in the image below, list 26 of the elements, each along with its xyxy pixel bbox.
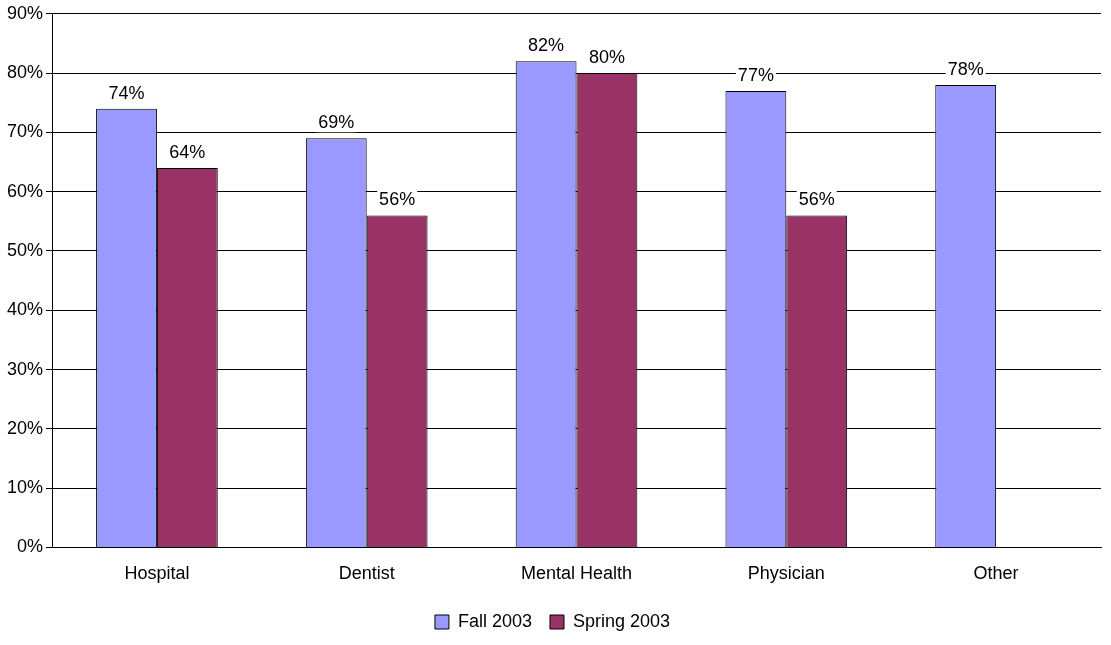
y-tick-label: 70%	[7, 121, 44, 142]
y-tick-label: 20%	[7, 417, 44, 438]
legend-label: Fall 2003	[457, 610, 532, 631]
y-tick-label: 30%	[7, 358, 44, 379]
x-tick-label: Other	[973, 563, 1019, 584]
legend-label: Spring 2003	[572, 610, 671, 631]
y-tick-label: 0%	[17, 536, 44, 557]
data-label: 56%	[798, 189, 835, 210]
y-tick-label: 60%	[7, 180, 44, 201]
data-label: 74%	[108, 82, 145, 103]
x-tick-label: Physician	[747, 563, 825, 584]
x-tick-label: Mental Health	[520, 563, 633, 584]
y-tick-label: 90%	[7, 2, 44, 23]
data-label: 80%	[588, 47, 625, 68]
x-tick-label: Dentist	[338, 563, 395, 584]
y-tick-label: 10%	[7, 477, 44, 498]
data-label: 56%	[379, 189, 416, 210]
y-tick-label: 50%	[7, 239, 44, 260]
y-tick-label: 80%	[7, 62, 44, 83]
data-label: 78%	[947, 58, 984, 79]
x-tick-label: Hospital	[124, 563, 190, 584]
data-label: 82%	[528, 35, 565, 56]
y-tick-label: 40%	[7, 299, 44, 320]
data-label: 77%	[737, 64, 774, 85]
data-label: 64%	[169, 141, 206, 162]
data-label: 69%	[318, 112, 355, 133]
